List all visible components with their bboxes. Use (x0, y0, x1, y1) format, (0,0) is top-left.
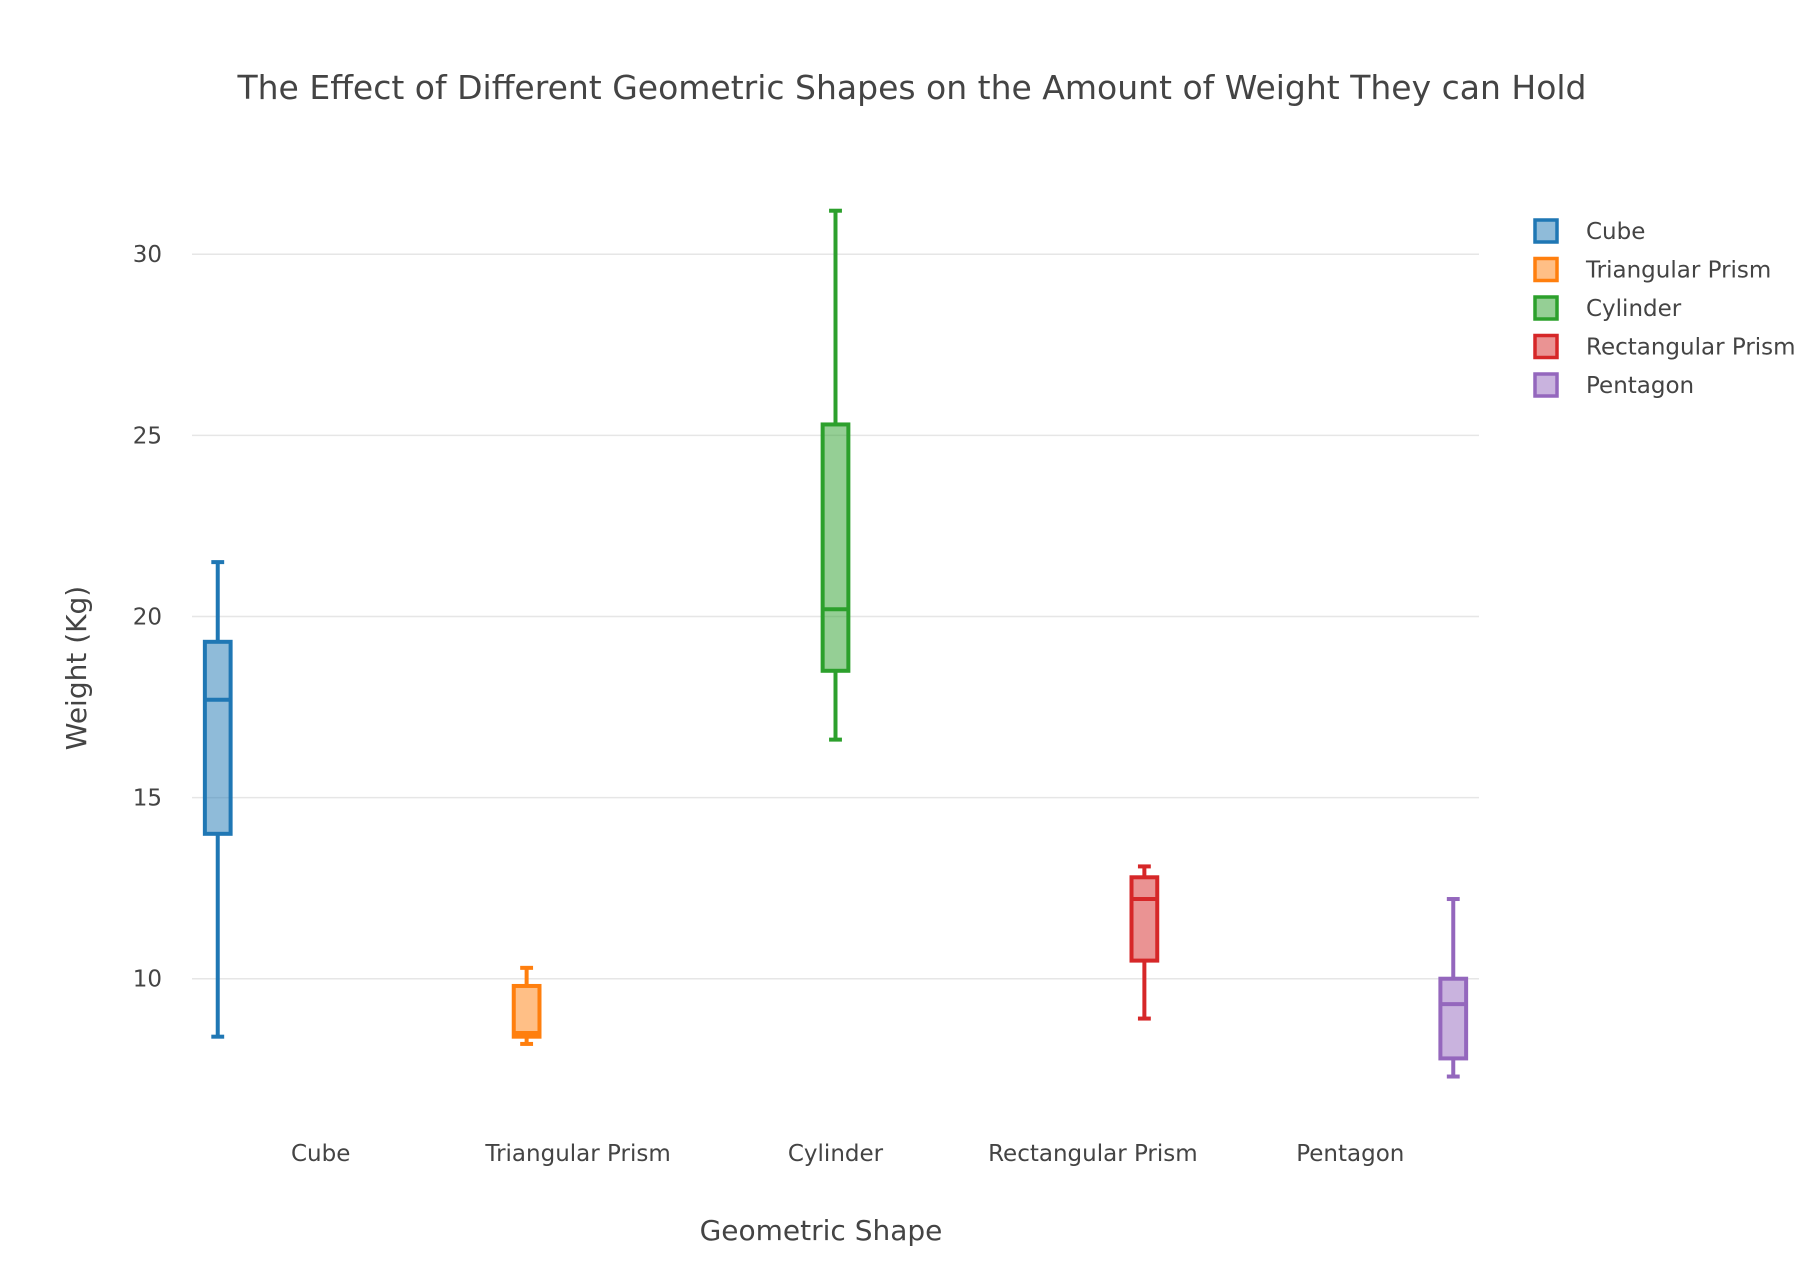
box-cylinder (820, 208, 851, 742)
y-tick-label: 10 (133, 967, 162, 993)
legend-swatch (1533, 295, 1559, 321)
legend[interactable]: Cube Triangular Prism Cylinder Rectangular … (1533, 218, 1796, 399)
legend-item-pentagon[interactable]: Pentagon (1533, 372, 1694, 399)
x-tick-label: Triangular Prism (484, 1141, 670, 1167)
y-tick-label: 25 (133, 423, 162, 449)
box-body (1438, 976, 1469, 1061)
y-tick-label: 15 (133, 786, 162, 812)
y-tick-label: 20 (133, 604, 162, 630)
box-traces (202, 208, 1469, 1079)
box-body (820, 422, 851, 673)
legend-swatch (1533, 218, 1559, 244)
box-pentagon (1438, 897, 1469, 1079)
legend-item-triangular-prism[interactable]: Triangular Prism (1533, 256, 1771, 284)
box-triangular-prism (511, 965, 542, 1046)
box-cube (202, 560, 233, 1039)
chart-title: The Effect of Different Geometric Shapes… (236, 68, 1586, 107)
x-tick-label: Rectangular Prism (988, 1141, 1198, 1167)
y-axis-ticks: 10 15 20 25 30 (133, 242, 162, 993)
legend-label: Rectangular Prism (1586, 335, 1796, 361)
legend-item-cylinder[interactable]: Cylinder (1533, 295, 1682, 322)
legend-item-rectangular-prism[interactable]: Rectangular Prism (1533, 333, 1796, 361)
box-rectangular-prism (1129, 864, 1160, 1021)
x-tick-label: Cube (291, 1141, 350, 1167)
x-axis-title: Geometric Shape (700, 1214, 943, 1247)
y-tick-label: 30 (133, 242, 162, 268)
y-axis-title: Weight (Kg) (60, 586, 93, 750)
legend-label: Cube (1586, 219, 1645, 245)
legend-swatch (1533, 333, 1559, 360)
box-body (1129, 875, 1160, 963)
legend-label: Cylinder (1586, 296, 1682, 322)
box-body (202, 639, 233, 836)
legend-label: Triangular Prism (1585, 258, 1771, 284)
x-tick-label: Cylinder (788, 1141, 884, 1167)
legend-swatch (1533, 372, 1559, 398)
legend-item-cube[interactable]: Cube (1533, 218, 1645, 245)
legend-label: Pentagon (1586, 373, 1694, 399)
x-axis-ticks: Cube Triangular Prism Cylinder Rectangular … (291, 1141, 1404, 1167)
legend-swatch (1533, 256, 1559, 283)
box-body (511, 983, 542, 1039)
x-tick-label: Pentagon (1296, 1141, 1404, 1167)
